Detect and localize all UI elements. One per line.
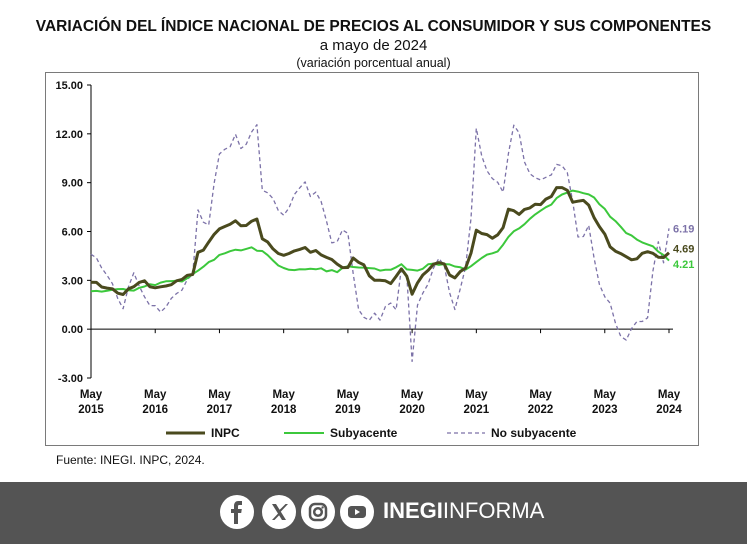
x-tick-year: 2020 — [399, 404, 425, 416]
x-tick-month: May — [337, 389, 360, 401]
y-tick-label: 12.00 — [55, 129, 83, 141]
source-note: Fuente: INEGI. INPC, 2024. — [56, 453, 205, 467]
footer-bar: INEGIINFORMA — [0, 482, 747, 544]
brand-light-text: INFORMA — [442, 498, 545, 523]
x-tick-year: 2021 — [464, 404, 490, 416]
x-tick-year: 2016 — [142, 404, 168, 416]
x-tick-year: 2019 — [335, 404, 361, 416]
y-tick-label: 0.00 — [62, 324, 83, 336]
series-line-subyacente — [90, 189, 670, 293]
x-tick-year: 2023 — [592, 404, 618, 416]
legend-label-no-subyacente: No subyacente — [491, 426, 577, 440]
x-tick-year: 2024 — [656, 404, 682, 416]
x-tick-month: May — [401, 389, 424, 401]
x-tick-month: May — [272, 389, 295, 401]
x-tick-month: May — [529, 389, 552, 401]
y-tick-label: 6.00 — [62, 227, 83, 239]
y-tick-label: -3.00 — [58, 373, 83, 385]
brand-logo: INEGIINFORMA — [383, 498, 544, 524]
x-tick-year: 2022 — [528, 404, 554, 416]
end-label-no-subyacente: 6.19 — [673, 223, 694, 235]
series-line-no-subyacente — [90, 124, 670, 363]
legend-label-inpc: INPC — [211, 426, 240, 440]
facebook-icon[interactable] — [220, 495, 254, 529]
chart-subtitle: a mayo de 2024 — [319, 37, 428, 54]
end-label-inpc: 4.69 — [673, 243, 694, 255]
chart-title: VARIACIÓN DEL ÍNDICE NACIONAL DE PRECIOS… — [35, 18, 712, 35]
x-icon[interactable] — [262, 495, 296, 529]
x-tick-month: May — [80, 389, 103, 401]
series-line-inpc — [90, 186, 670, 296]
legend-label-subyacente: Subyacente — [330, 426, 398, 440]
x-tick-year: 2018 — [271, 404, 297, 416]
line-chart: 15.00 12.00 9.00 6.00 3.00 0.00 -3.00 May 2015 Ma… — [55, 80, 694, 440]
x-tick-year: 2015 — [78, 404, 104, 416]
x-tick-month: May — [594, 389, 617, 401]
y-tick-label: 9.00 — [62, 178, 83, 190]
youtube-icon[interactable] — [340, 495, 374, 529]
instagram-icon[interactable] — [301, 495, 335, 529]
x-tick-month: May — [658, 389, 681, 401]
chart-units-note: (variación porcentual anual) — [296, 56, 451, 70]
x-tick-year: 2017 — [207, 404, 233, 416]
end-label-subyacente: 4.21 — [673, 259, 694, 271]
x-tick-month: May — [208, 389, 231, 401]
brand-bold-text: INEGI — [383, 498, 443, 523]
x-tick-month: May — [144, 389, 167, 401]
y-tick-label: 3.00 — [62, 275, 83, 287]
x-tick-month: May — [465, 389, 488, 401]
chart-frame — [45, 72, 699, 446]
y-tick-label: 15.00 — [55, 80, 83, 92]
